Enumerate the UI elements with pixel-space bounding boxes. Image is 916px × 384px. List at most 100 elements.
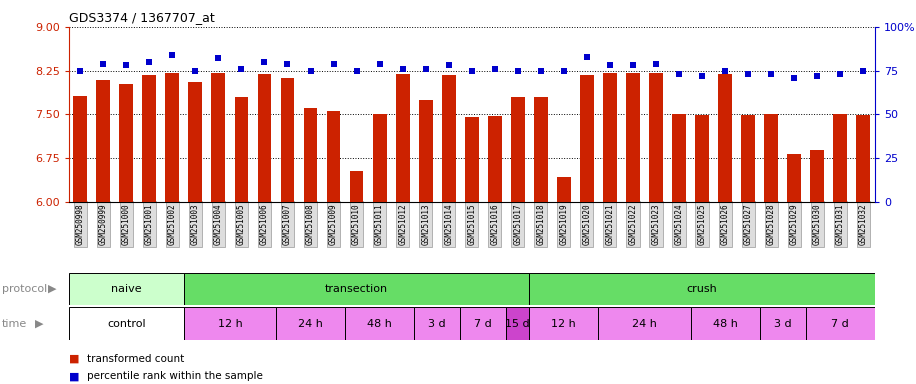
Point bbox=[856, 68, 870, 74]
Bar bbox=[806, 307, 875, 340]
Point bbox=[73, 68, 88, 74]
Bar bbox=[69, 307, 184, 340]
Bar bbox=[741, 116, 755, 202]
Point bbox=[810, 73, 824, 79]
Point bbox=[533, 68, 548, 74]
Point bbox=[142, 59, 157, 65]
Point bbox=[557, 68, 572, 74]
Text: transection: transection bbox=[325, 284, 388, 294]
Bar bbox=[69, 273, 184, 305]
Bar bbox=[557, 177, 571, 202]
Point bbox=[165, 52, 180, 58]
Point bbox=[419, 66, 433, 72]
Bar bbox=[166, 73, 180, 202]
Text: 3 d: 3 d bbox=[429, 318, 446, 329]
Text: 7 d: 7 d bbox=[832, 318, 849, 329]
Bar bbox=[534, 97, 548, 202]
Text: time: time bbox=[2, 318, 27, 329]
Text: 48 h: 48 h bbox=[713, 318, 737, 329]
Point bbox=[671, 71, 686, 77]
Point bbox=[510, 68, 525, 74]
Text: 48 h: 48 h bbox=[367, 318, 392, 329]
Point bbox=[372, 61, 387, 67]
Bar bbox=[73, 96, 87, 202]
Bar bbox=[257, 74, 271, 202]
Text: 12 h: 12 h bbox=[217, 318, 243, 329]
Bar bbox=[419, 100, 432, 202]
Text: transformed count: transformed count bbox=[87, 354, 184, 364]
Bar bbox=[350, 171, 364, 202]
Bar bbox=[649, 73, 663, 202]
Bar bbox=[345, 307, 414, 340]
Point bbox=[96, 61, 111, 67]
Point bbox=[280, 61, 295, 67]
Point bbox=[349, 68, 364, 74]
Bar bbox=[184, 273, 529, 305]
Bar bbox=[811, 151, 824, 202]
Bar bbox=[529, 273, 875, 305]
Bar bbox=[119, 84, 133, 202]
Text: ▶: ▶ bbox=[35, 318, 43, 329]
Bar bbox=[834, 114, 847, 202]
Point bbox=[119, 62, 134, 68]
Point bbox=[603, 62, 617, 68]
Bar bbox=[603, 73, 616, 202]
Point bbox=[649, 61, 663, 67]
Text: 15 d: 15 d bbox=[506, 318, 530, 329]
Bar bbox=[303, 108, 318, 202]
Bar bbox=[529, 307, 598, 340]
Bar bbox=[96, 81, 110, 202]
Point bbox=[718, 68, 733, 74]
Bar bbox=[142, 74, 157, 202]
Bar bbox=[414, 307, 460, 340]
Bar bbox=[460, 307, 507, 340]
Bar bbox=[488, 116, 502, 202]
Point bbox=[787, 74, 802, 81]
Bar bbox=[184, 307, 276, 340]
Point bbox=[487, 66, 502, 72]
Point bbox=[833, 71, 847, 77]
Bar bbox=[695, 116, 709, 202]
Text: ▶: ▶ bbox=[48, 284, 56, 294]
Point bbox=[626, 62, 640, 68]
Bar bbox=[327, 111, 341, 202]
Bar bbox=[396, 74, 409, 202]
Text: 3 d: 3 d bbox=[774, 318, 791, 329]
Bar bbox=[626, 73, 640, 202]
Bar bbox=[759, 307, 806, 340]
Point bbox=[694, 73, 709, 79]
Point bbox=[396, 66, 410, 72]
Bar bbox=[280, 78, 294, 202]
Text: protocol: protocol bbox=[2, 284, 47, 294]
Text: 7 d: 7 d bbox=[474, 318, 492, 329]
Bar bbox=[212, 73, 225, 202]
Bar bbox=[580, 74, 594, 202]
Text: ■: ■ bbox=[69, 354, 79, 364]
Point bbox=[464, 68, 479, 74]
Bar bbox=[672, 114, 686, 202]
Point bbox=[764, 71, 779, 77]
Bar bbox=[691, 307, 759, 340]
Point bbox=[257, 59, 272, 65]
Text: 24 h: 24 h bbox=[632, 318, 657, 329]
Bar bbox=[442, 74, 455, 202]
Text: 12 h: 12 h bbox=[551, 318, 576, 329]
Text: percentile rank within the sample: percentile rank within the sample bbox=[87, 371, 263, 381]
Text: control: control bbox=[107, 318, 146, 329]
Bar bbox=[787, 154, 802, 202]
Bar bbox=[373, 114, 387, 202]
Bar bbox=[276, 307, 345, 340]
Point bbox=[326, 61, 341, 67]
Point bbox=[741, 71, 756, 77]
Text: naive: naive bbox=[111, 284, 142, 294]
Bar bbox=[718, 74, 732, 202]
Text: ■: ■ bbox=[69, 371, 79, 381]
Bar bbox=[511, 97, 525, 202]
Point bbox=[303, 68, 318, 74]
Bar bbox=[234, 97, 248, 202]
Text: 24 h: 24 h bbox=[298, 318, 323, 329]
Point bbox=[188, 68, 202, 74]
Bar bbox=[464, 117, 479, 202]
Bar bbox=[598, 307, 691, 340]
Point bbox=[211, 55, 225, 61]
